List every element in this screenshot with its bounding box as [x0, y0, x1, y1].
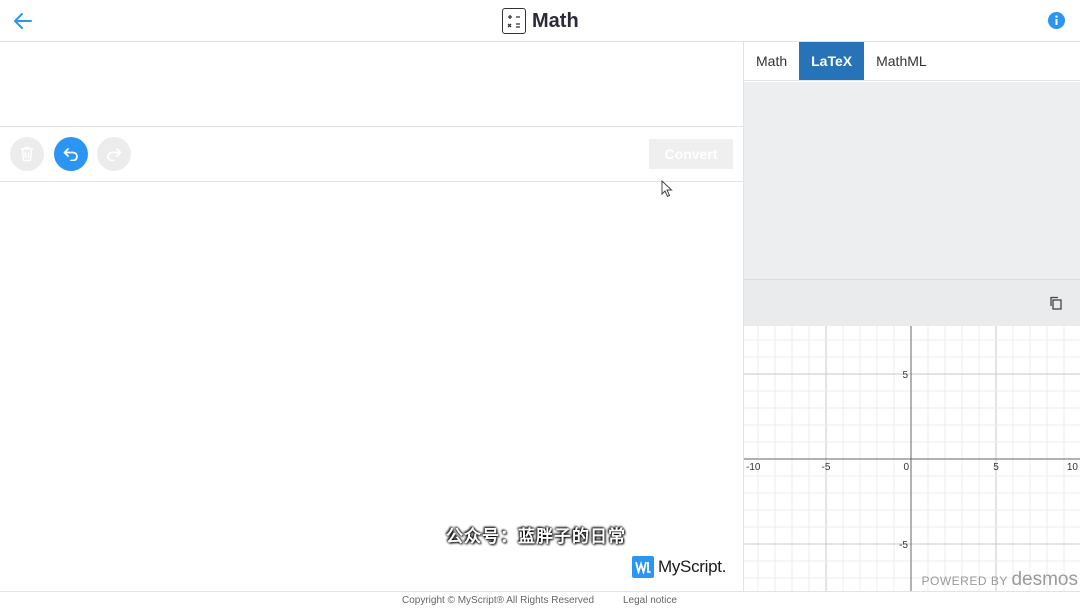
copyright-text: Copyright © MyScript® All Rights Reserve…	[402, 595, 595, 606]
myscript-brand: MyScript.	[632, 556, 726, 578]
x-tick-label: -5	[822, 462, 831, 473]
top-bar: Math	[0, 0, 1080, 42]
info-icon[interactable]	[1048, 12, 1065, 29]
tab-mathml[interactable]: MathML	[876, 53, 927, 69]
tab-latex[interactable]: LaTeX	[799, 42, 865, 80]
arrow-left-icon[interactable]	[12, 10, 34, 32]
redo-icon	[107, 148, 122, 161]
editor-toolbar: Convert	[0, 127, 743, 182]
output-format-tabs: Math LaTeX MathML	[744, 42, 1080, 81]
undo-button[interactable]	[54, 137, 88, 171]
x-tick-label: -10	[746, 462, 761, 473]
math-result-preview	[0, 43, 743, 127]
watermark-text: 公众号：蓝胖子的日常	[446, 527, 626, 546]
x-tick-label: 10	[1067, 462, 1079, 473]
desmos-logo: desmos	[1011, 569, 1078, 590]
legal-notice-link[interactable]: Legal notice	[623, 595, 677, 606]
undo-icon	[63, 148, 78, 161]
mouse-cursor-icon	[661, 179, 673, 198]
panel-divider	[743, 42, 744, 592]
x-tick-label: 0	[903, 462, 909, 473]
graph-plot: -10 -5 0 5 10 5 -5	[744, 326, 1080, 592]
myscript-logo-icon	[632, 556, 654, 578]
tab-math[interactable]: Math	[756, 53, 788, 69]
powered-by-label: POWERED BY	[921, 574, 1008, 588]
app-title-group: Math	[502, 7, 579, 35]
calculator-icon	[502, 8, 526, 34]
copy-icon[interactable]	[1049, 296, 1063, 310]
handwriting-canvas[interactable]	[0, 182, 743, 591]
convert-button[interactable]: Convert	[649, 139, 733, 169]
export-result-area	[744, 82, 1080, 279]
copy-bar	[744, 279, 1080, 326]
x-tick-label: 5	[993, 462, 999, 473]
desmos-graph[interactable]: -10 -5 0 5 10 5 -5 POWERED BY desmos	[744, 326, 1080, 592]
brand-name: MyScript.	[658, 557, 727, 576]
trash-icon	[21, 146, 33, 162]
y-tick-label: 5	[902, 370, 908, 381]
page-title: Math	[532, 9, 579, 32]
delete-button[interactable]	[10, 137, 44, 171]
redo-button[interactable]	[97, 137, 131, 171]
footer: Copyright © MyScript® All Rights Reserve…	[0, 591, 1080, 608]
powered-by-desmos: POWERED BY desmos	[921, 569, 1078, 591]
y-tick-label: -5	[899, 540, 908, 551]
